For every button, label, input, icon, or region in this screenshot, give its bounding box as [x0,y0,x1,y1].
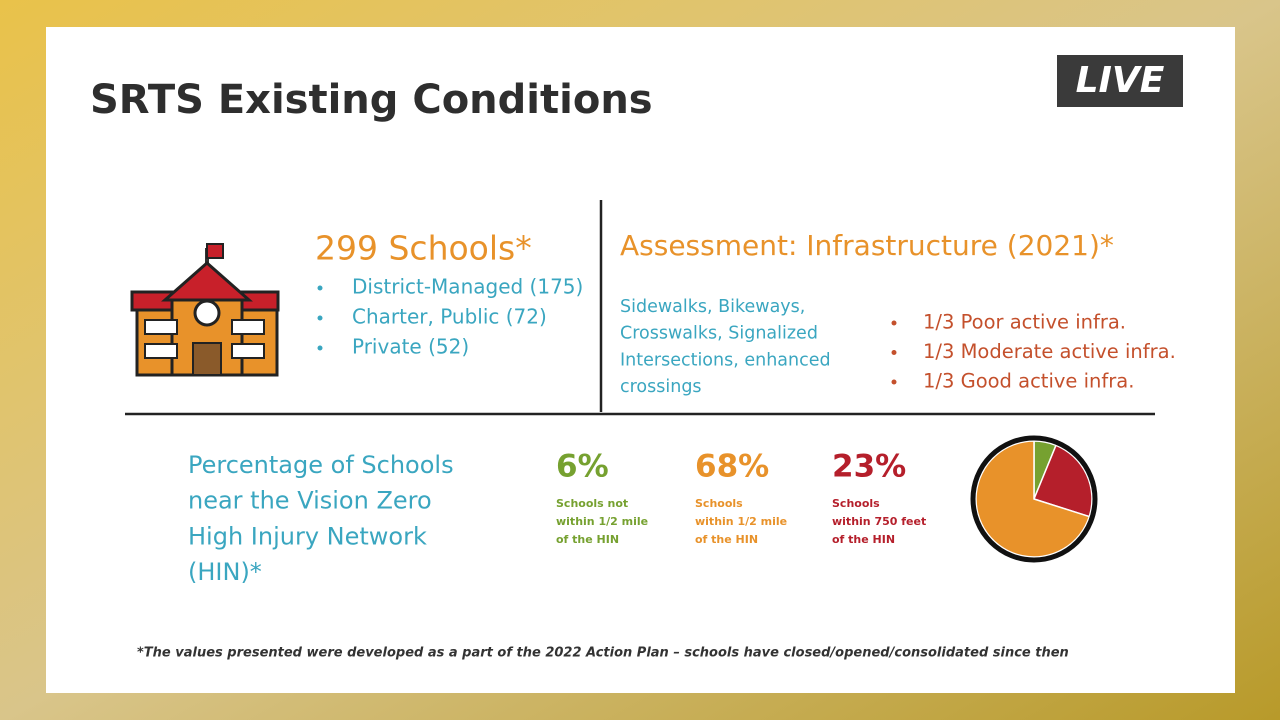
assessment-description: Crosswalks, Signalized [620,324,818,344]
stat-text: of the HIN [695,533,758,546]
assessment-item: 1/3 Moderate active infra. [923,340,1176,363]
assessment-description: Intersections, enhanced [620,350,831,370]
school-icon [130,243,280,377]
pie-slice [975,440,1091,558]
stat-text: of the HIN [556,533,619,546]
hin-heading: High Injury Network [188,522,427,550]
stat-value: 6% [556,449,609,485]
bullet [317,285,323,291]
live-text: LIVE [1076,60,1165,101]
stat-value: 68% [695,449,769,485]
stat-text: Schools [832,497,880,510]
schools-heading: 299 Schools* [315,229,532,268]
live-badge [1057,55,1183,107]
stat-text: within 750 feet [832,515,926,528]
assessment-item: 1/3 Poor active infra. [923,311,1126,334]
assessment-description: crossings [620,377,702,397]
stat-text: Schools [695,497,743,510]
assessment-item: 1/3 Good active infra. [923,370,1134,393]
stat-text: of the HIN [832,533,895,546]
school-item: Private (52) [352,335,469,359]
bullet [317,315,323,321]
stat-value: 23% [832,449,906,485]
bullet [317,345,323,351]
stat-text: Schools not [556,497,628,510]
stat-text: within 1/2 mile [695,515,787,528]
pie-slice [1032,444,1093,518]
assessment-description: Sidewalks, Bikeways, [620,297,805,317]
school-item: Charter, Public (72) [352,305,547,329]
hin-heading: (HIN)* [188,558,262,586]
hin-heading: Percentage of Schools [188,451,454,479]
title: SRTS Existing Conditions [90,77,653,123]
bullet [891,350,897,355]
school-item: District-Managed (175) [352,275,583,299]
pie-border [970,435,1098,563]
footnote: *The values presented were developed as … [137,646,1069,661]
hin-heading: near the Vision Zero [188,487,432,515]
stat-text: within 1/2 mile [556,515,648,528]
bullet [891,320,897,326]
bullet [891,379,897,385]
assessment-heading: Assessment: Infrastructure (2021)* [620,229,1114,262]
